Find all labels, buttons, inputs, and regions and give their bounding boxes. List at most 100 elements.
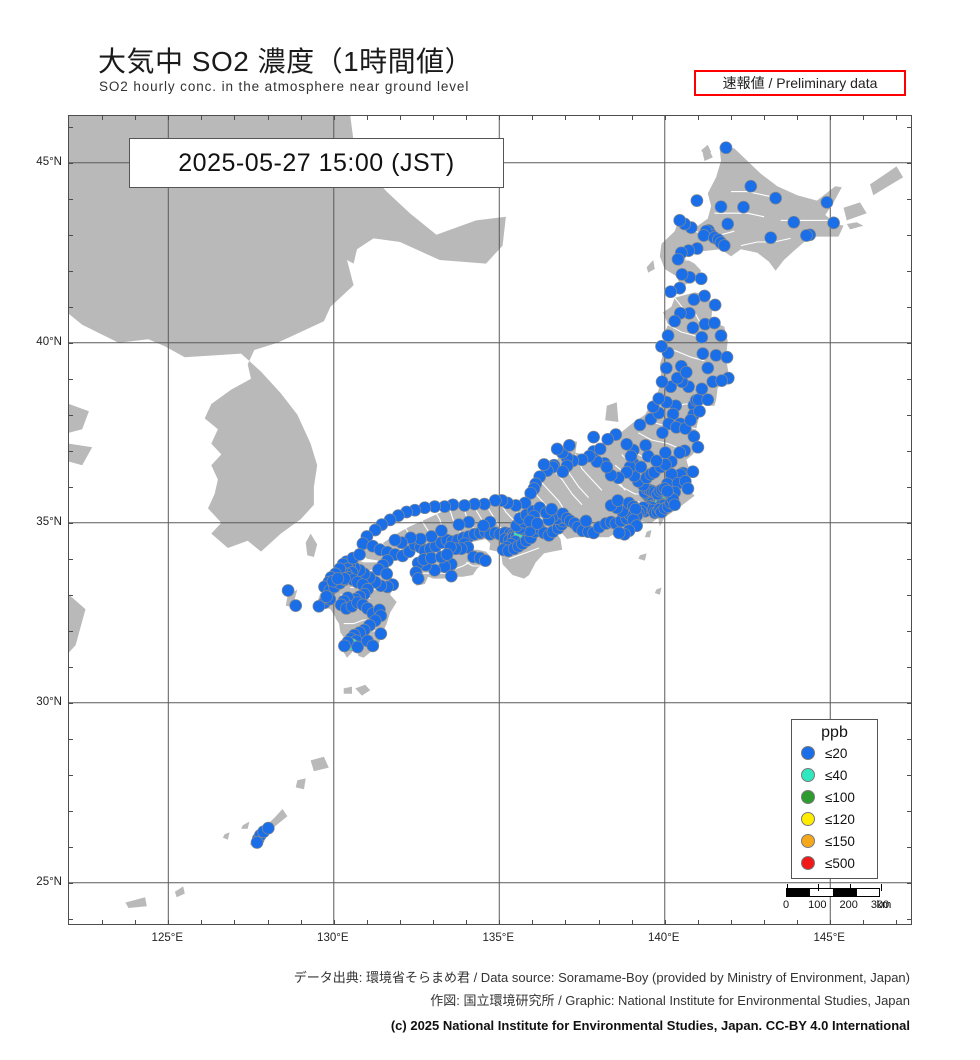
station-marker[interactable] — [664, 285, 678, 299]
station-marker[interactable] — [698, 289, 711, 303]
station-marker[interactable] — [737, 200, 750, 214]
station-marker[interactable] — [452, 518, 466, 531]
station-marker[interactable] — [668, 498, 682, 512]
station-marker[interactable] — [719, 141, 733, 155]
station-marker[interactable] — [769, 191, 782, 205]
station-marker[interactable] — [673, 446, 687, 459]
station-marker[interactable] — [655, 375, 669, 389]
station-marker[interactable] — [671, 252, 685, 266]
station-marker[interactable] — [820, 196, 834, 209]
station-marker[interactable] — [545, 502, 558, 516]
station-marker[interactable] — [697, 229, 711, 242]
station-marker[interactable] — [656, 426, 669, 440]
station-marker[interactable] — [659, 446, 672, 459]
station-marker[interactable] — [611, 494, 625, 507]
station-marker[interactable] — [715, 374, 729, 387]
station-marker[interactable] — [708, 298, 722, 312]
legend-item-4[interactable]: ≤150 — [792, 830, 877, 852]
station-marker[interactable] — [281, 584, 295, 597]
station-marker[interactable] — [721, 217, 735, 231]
station-marker[interactable] — [629, 502, 642, 516]
station-marker[interactable] — [320, 590, 333, 603]
station-marker[interactable] — [380, 567, 394, 581]
station-marker[interactable] — [425, 530, 438, 543]
station-marker[interactable] — [693, 404, 706, 418]
station-marker[interactable] — [374, 627, 388, 641]
station-marker[interactable] — [720, 350, 734, 364]
station-marker[interactable] — [261, 821, 275, 835]
station-marker[interactable] — [458, 499, 471, 512]
station-marker[interactable] — [477, 519, 490, 533]
station-marker[interactable] — [681, 482, 695, 495]
station-marker[interactable] — [411, 572, 425, 585]
station-marker[interactable] — [479, 554, 492, 567]
station-marker[interactable] — [714, 200, 728, 214]
legend-item-1[interactable]: ≤40 — [792, 764, 877, 786]
station-marker[interactable] — [351, 640, 364, 654]
station-marker[interactable] — [714, 329, 728, 342]
station-marker[interactable] — [827, 216, 840, 230]
station-marker[interactable] — [717, 239, 731, 252]
station-marker[interactable] — [634, 460, 648, 474]
station-marker[interactable] — [652, 392, 666, 405]
legend-item-5[interactable]: ≤500 — [792, 852, 877, 874]
station-marker[interactable] — [787, 215, 801, 229]
station-marker[interactable] — [686, 321, 700, 335]
station-marker[interactable] — [579, 514, 593, 528]
station-marker[interactable] — [687, 293, 701, 306]
station-marker[interactable] — [701, 393, 715, 407]
station-marker[interactable] — [444, 569, 458, 583]
map-plot-area[interactable] — [68, 115, 912, 925]
station-marker[interactable] — [331, 572, 345, 585]
station-marker[interactable] — [601, 432, 615, 446]
station-marker[interactable] — [679, 365, 693, 379]
station-marker[interactable] — [488, 494, 502, 507]
station-marker[interactable] — [661, 329, 675, 342]
station-marker[interactable] — [709, 349, 723, 362]
station-marker[interactable] — [675, 268, 689, 281]
station-marker[interactable] — [250, 836, 264, 849]
station-marker[interactable] — [660, 361, 673, 375]
station-marker[interactable] — [670, 371, 684, 385]
station-marker[interactable] — [701, 361, 715, 375]
station-marker[interactable] — [312, 599, 326, 613]
station-marker[interactable] — [691, 440, 705, 454]
station-marker[interactable] — [338, 639, 351, 653]
legend-item-2[interactable]: ≤100 — [792, 786, 877, 808]
legend-item-3[interactable]: ≤120 — [792, 808, 877, 830]
station-marker[interactable] — [550, 442, 564, 456]
station-marker[interactable] — [686, 465, 700, 479]
station-marker[interactable] — [440, 548, 454, 561]
station-marker[interactable] — [673, 214, 687, 227]
station-marker[interactable] — [587, 430, 600, 444]
station-marker[interactable] — [695, 331, 709, 344]
station-marker[interactable] — [537, 458, 551, 471]
station-marker[interactable] — [708, 316, 721, 330]
station-marker[interactable] — [694, 272, 708, 286]
station-marker[interactable] — [524, 486, 538, 500]
station-marker[interactable] — [289, 599, 303, 612]
station-marker[interactable] — [696, 347, 710, 360]
station-marker[interactable] — [695, 382, 709, 396]
station-marker[interactable] — [388, 533, 402, 547]
station-marker[interactable] — [684, 413, 697, 427]
station-marker[interactable] — [764, 231, 778, 245]
station-marker[interactable] — [639, 439, 652, 452]
station-marker[interactable] — [612, 526, 626, 540]
station-marker[interactable] — [563, 439, 576, 452]
station-marker[interactable] — [690, 194, 704, 207]
station-marker[interactable] — [600, 460, 614, 474]
station-marker[interactable] — [661, 484, 674, 498]
station-marker[interactable] — [556, 465, 570, 479]
station-marker[interactable] — [620, 437, 634, 451]
station-marker[interactable] — [353, 548, 366, 561]
station-marker[interactable] — [624, 449, 638, 463]
station-marker[interactable] — [435, 524, 448, 538]
station-marker[interactable] — [366, 639, 380, 653]
station-marker[interactable] — [668, 314, 682, 328]
station-marker[interactable] — [368, 523, 382, 537]
station-marker[interactable] — [530, 517, 544, 530]
station-marker[interactable] — [655, 340, 668, 353]
legend-item-0[interactable]: ≤20 — [792, 742, 877, 764]
station-marker[interactable] — [744, 179, 758, 193]
